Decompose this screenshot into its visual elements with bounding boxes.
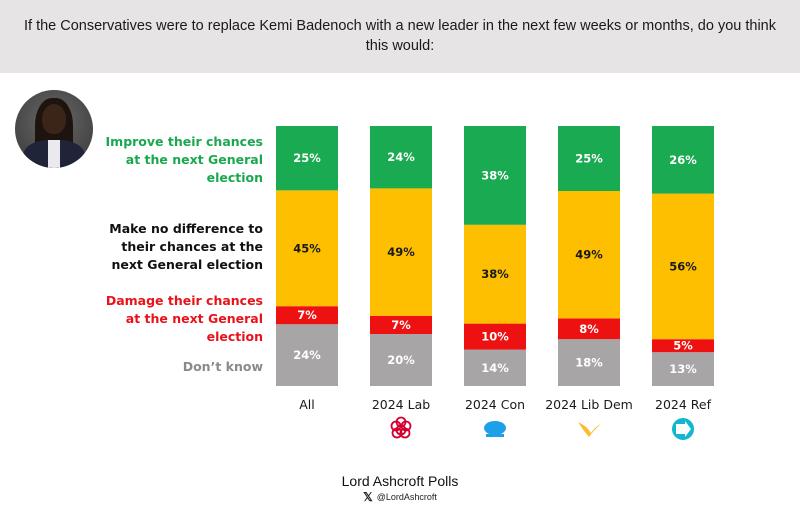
bar-segment	[652, 193, 714, 340]
bar-segment	[276, 190, 338, 307]
data-label: 24%	[387, 150, 415, 164]
bar-segment	[558, 126, 620, 191]
category-label: 2024 Lib Dem	[545, 397, 633, 412]
bar-segment	[370, 315, 432, 334]
data-label: 13%	[669, 362, 697, 376]
data-label: 10%	[481, 330, 509, 344]
portrait-shirt	[48, 140, 60, 168]
data-label: 25%	[293, 151, 321, 165]
tree-canopy	[484, 421, 506, 435]
data-label: 26%	[669, 153, 697, 167]
bar-segment	[464, 126, 526, 225]
bar-segment	[276, 126, 338, 191]
tree-base	[486, 434, 504, 437]
legend-no-difference: Make no difference to their chances at t…	[109, 221, 263, 272]
footer-handle-row: 𝕏 @LordAshcroft	[0, 490, 800, 504]
libdem-bird-icon	[578, 422, 601, 437]
bar-segment	[370, 126, 432, 189]
data-label: 38%	[481, 267, 509, 281]
data-label: 7%	[297, 308, 317, 322]
question-text: If the Conservatives were to replace Kem…	[24, 18, 776, 54]
footer-handle: @LordAshcroft	[376, 492, 437, 502]
bar-segment	[558, 191, 620, 319]
bar-segment	[558, 318, 620, 340]
data-label: 5%	[673, 339, 693, 353]
rose-petal	[395, 424, 407, 436]
bar-segment	[464, 323, 526, 350]
legend-dont-know: Don’t know	[182, 359, 263, 374]
category-label: 2024 Ref	[655, 397, 712, 412]
bar-segment	[652, 126, 714, 194]
category-label: All	[299, 397, 315, 412]
bar-segment	[464, 349, 526, 386]
data-label: 14%	[481, 361, 509, 375]
conservative-tree-icon	[484, 421, 506, 437]
data-label: 25%	[575, 152, 603, 166]
category-label: 2024 Con	[465, 397, 525, 412]
data-label: 56%	[669, 259, 697, 273]
category-label: 2024 Lab	[372, 397, 430, 412]
labour-rose-icon	[390, 416, 412, 439]
bar-segment	[276, 306, 338, 325]
data-label: 8%	[579, 322, 599, 336]
footer-source: Lord Ashcroft Polls	[341, 473, 459, 489]
bar-segment	[370, 334, 432, 386]
reform-arrow	[676, 421, 691, 437]
data-label: 7%	[391, 318, 411, 332]
legend-improve: Improve their chances at the next Genera…	[105, 134, 263, 185]
bird-wing	[578, 422, 601, 437]
bar-segment	[276, 324, 338, 386]
question-header: If the Conservatives were to replace Kem…	[0, 0, 800, 73]
bar-segment	[652, 339, 714, 353]
legend-damage: Damage their chances at the next General…	[105, 293, 263, 344]
data-label: 18%	[575, 356, 603, 370]
data-label: 49%	[575, 248, 603, 262]
bar-segment	[652, 352, 714, 386]
data-label: 20%	[387, 353, 415, 367]
portrait-image	[15, 90, 93, 168]
data-label: 38%	[481, 168, 509, 182]
x-logo-icon: 𝕏	[363, 490, 373, 504]
data-label: 24%	[293, 348, 321, 362]
reform-uk-arrow-icon	[672, 418, 694, 440]
bar-segment	[558, 339, 620, 386]
bar-segment	[370, 188, 432, 316]
rose-petal	[395, 416, 407, 428]
data-label: 45%	[293, 241, 321, 255]
portrait-face	[42, 104, 66, 134]
bar-segment	[464, 224, 526, 324]
data-label: 49%	[387, 245, 415, 259]
